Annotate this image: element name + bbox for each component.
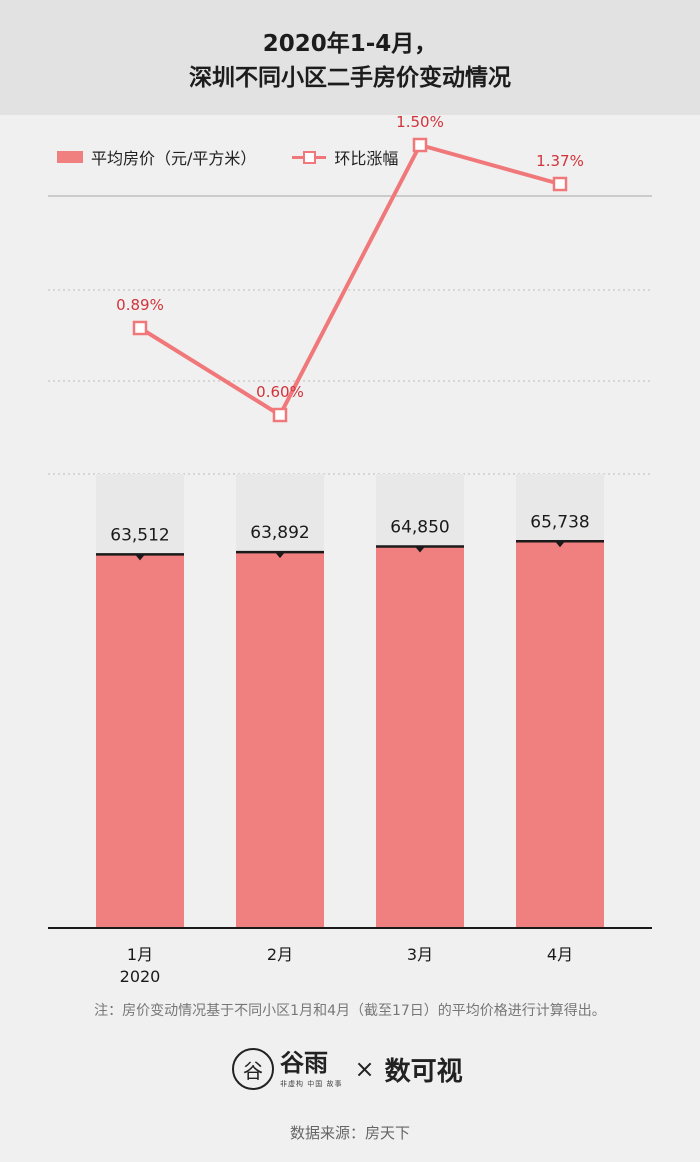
line-point-3 (412, 137, 428, 153)
brand-logos: 谷 谷雨 非虚构 中国 故事 × 数可视 (232, 1040, 472, 1098)
bar-top-marker-3 (415, 546, 425, 553)
price-chart: 63,512 63,892 64,850 65,738 1月 2020 2月 3月 4月 0.89… (48, 113, 652, 986)
chart-title-line2: 深圳不同小区二手房价变动情况 (189, 65, 511, 91)
bar-top-marker-4 (555, 541, 565, 548)
bar-value-label-4: 65,738 (530, 512, 589, 532)
chart-legend: 平均房价（元/平方米） 环比涨幅 (57, 146, 398, 168)
line-value-label-2: 0.60% (256, 383, 304, 401)
legend-line-label: 环比涨幅 (334, 149, 399, 168)
line-point-4 (552, 176, 568, 192)
x-tick-label-4: 4月 (547, 945, 573, 964)
line-value-label-1: 0.89% (116, 296, 164, 314)
line-value-label-3: 1.50% (396, 113, 444, 131)
data-source: 数据来源：房天下 (289, 1124, 410, 1142)
bar-value-label-2: 63,892 (250, 523, 309, 543)
x-tick-sublabel-1: 2020 (120, 967, 161, 986)
guyu-logo-icon: 谷 (232, 1048, 274, 1090)
bar-top-marker-2 (275, 552, 285, 559)
bar-value-label-3: 64,850 (390, 518, 449, 538)
line-point-1 (132, 320, 148, 336)
bar-value-label-1: 63,512 (110, 525, 169, 545)
footnote: 注：房价变动情况基于不同小区1月和4月（截至17日）的平均价格进行计算得出。 (94, 1003, 606, 1019)
shukeshi-logo: 数可视 (384, 1056, 463, 1087)
bar-2 (236, 552, 324, 928)
x-tick-label-3: 3月 (407, 945, 433, 964)
chart-title-line1: 2020年1-4月， (262, 31, 438, 57)
line-value-label-4: 1.37% (536, 152, 584, 170)
guyu-logo-name: 谷雨 (280, 1048, 328, 1077)
legend-line-icon (292, 151, 327, 164)
legend-bar-swatch (57, 151, 83, 163)
bar-3 (376, 546, 464, 928)
legend-bar-label: 平均房价（元/平方米） (91, 149, 257, 168)
bar-1 (96, 554, 184, 928)
guyu-logo: 谷雨 非虚构 中国 故事 (280, 1050, 342, 1089)
title-banner: 2020年1-4月， 深圳不同小区二手房价变动情况 (0, 0, 700, 115)
bar-4 (516, 541, 604, 928)
x-tick-label-2: 2月 (267, 945, 293, 964)
x-tick-label-1: 1月 (127, 945, 153, 964)
logo-separator: × (354, 1055, 375, 1083)
line-series-path (138, 143, 561, 417)
bar-top-marker-1 (135, 554, 145, 561)
line-point-2 (272, 407, 288, 423)
guyu-logo-tagline: 非虚构 中国 故事 (280, 1079, 343, 1088)
